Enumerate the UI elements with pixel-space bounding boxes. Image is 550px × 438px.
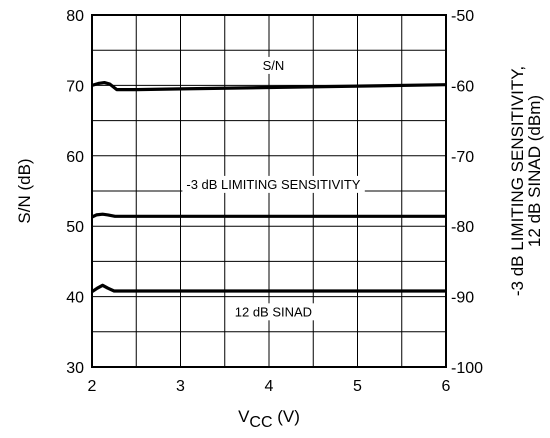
- y-right-tick-label: -90: [451, 290, 474, 307]
- annotation-background: [258, 56, 289, 74]
- y-axis-right-label-line2: 12 dB SINAD (dBm): [525, 95, 544, 247]
- x-axis-label-subscript: CC: [249, 414, 272, 431]
- y-right-tick-label: -80: [451, 219, 474, 236]
- annotations: S/N -3 dB LIMITING SENSITIVITY 12 dB SINAD: [182, 56, 365, 321]
- y-left-tick-label: 60: [66, 149, 84, 166]
- series-line: [91, 283, 446, 294]
- series-annotation: -3 dB LIMITING SENSITIVITY: [186, 177, 360, 192]
- x-tick-label: 4: [265, 378, 274, 395]
- y-left-tick-label: 30: [66, 360, 84, 377]
- series-annotation: 12 dB SINAD: [235, 304, 312, 319]
- y-axis-left-label: S/N (dB): [15, 158, 34, 223]
- tick-labels: 2 3 4 5 6 30 40 50 60 70 80 -100 -90 -80 -70 -60 -50: [66, 8, 483, 395]
- x-axis-label-unit: (V): [273, 407, 300, 426]
- y-right-tick-label: -100: [451, 360, 483, 377]
- annotation-background: [230, 303, 317, 321]
- x-tick-label: 6: [442, 378, 451, 395]
- series-line: [91, 81, 447, 92]
- y-left-tick-label: 80: [66, 8, 84, 25]
- x-axis-label: VCC (V): [238, 407, 300, 431]
- x-tick-label: 2: [88, 378, 97, 395]
- y-right-tick-label: -50: [451, 8, 474, 25]
- x-tick-label: 3: [176, 378, 185, 395]
- y-right-tick-label: -60: [451, 78, 474, 95]
- series-line: [91, 212, 446, 219]
- x-tick-label: 5: [353, 378, 362, 395]
- y-left-tick-label: 40: [66, 290, 84, 307]
- y-axis-right-label-line1: -3 dB LIMITING SENSITIVITY,: [508, 66, 527, 296]
- plot-frame: [91, 14, 447, 368]
- series-annotation: S/N: [263, 58, 285, 73]
- x-axis-label-main: V: [238, 407, 250, 426]
- annotation-background: [182, 175, 365, 193]
- series-lines: [91, 81, 447, 294]
- y-left-tick-label: 50: [66, 219, 84, 236]
- y-right-tick-label: -70: [451, 149, 474, 166]
- y-left-tick-label: 70: [66, 78, 84, 95]
